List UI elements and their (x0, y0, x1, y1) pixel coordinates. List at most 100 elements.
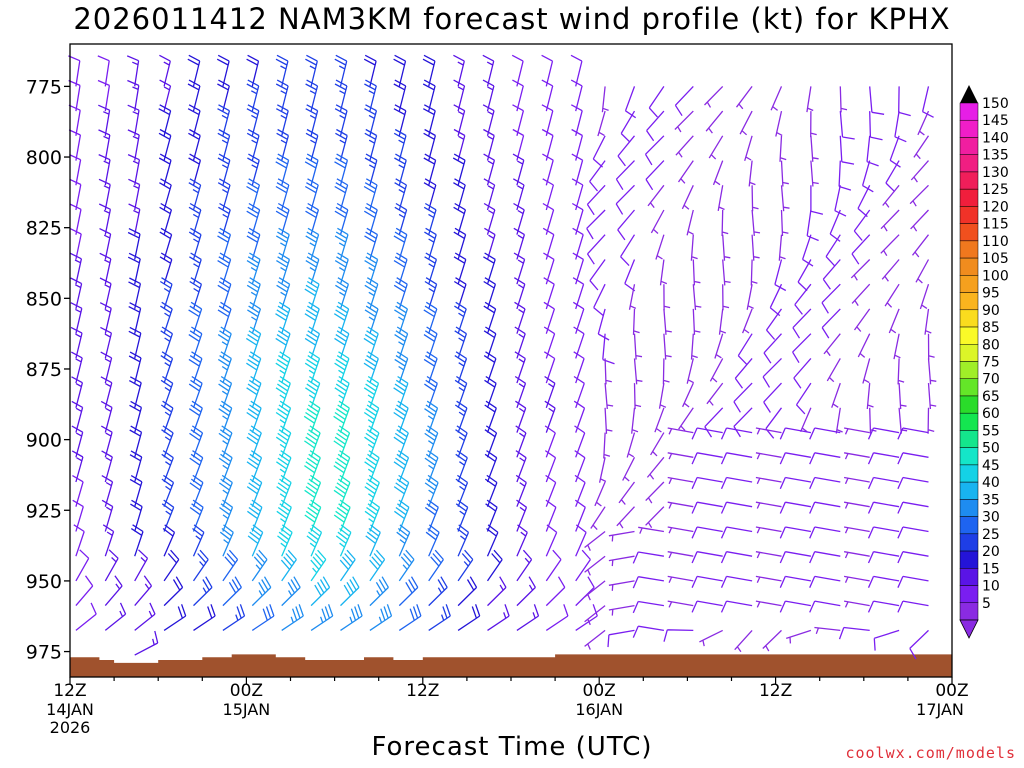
wind-barb (720, 526, 753, 539)
wind-barb (867, 427, 900, 440)
wind-barb (276, 128, 290, 161)
wind-barb-stroke (127, 129, 140, 161)
wind-barb-stroke (218, 202, 231, 235)
wind-barb (779, 551, 812, 564)
wind-barb-stroke (275, 375, 291, 409)
wind-barb (455, 450, 468, 483)
wind-barb-stroke (246, 202, 261, 235)
wind-barb (512, 178, 525, 211)
wind-barb-stroke (597, 308, 610, 341)
wind-barb (708, 135, 724, 160)
wind-barb-stroke (647, 184, 665, 208)
wind-barb-stroke (276, 252, 291, 285)
wind-barb-stroke (333, 301, 350, 334)
wind-barb (867, 526, 900, 539)
wind-barb (455, 499, 469, 532)
wind-barb (127, 79, 140, 112)
wind-barb-stroke (746, 284, 754, 310)
wind-barb-stroke (189, 425, 204, 458)
wind-barb (843, 551, 870, 559)
wind-barb-stroke (692, 308, 701, 335)
wind-barb (163, 604, 187, 631)
wind-barb-stroke (572, 301, 585, 334)
x-tick-year: 2026 (50, 718, 91, 737)
wind-barb (573, 326, 585, 359)
wind-barb (246, 375, 262, 409)
wind-barb (340, 604, 363, 631)
colorbar-swatch (959, 516, 979, 535)
wind-barb (628, 284, 637, 310)
wind-barb (126, 55, 140, 87)
wind-barb (192, 524, 205, 557)
wind-barb-stroke (335, 524, 352, 557)
wind-barb (333, 400, 350, 433)
wind-barb (161, 474, 175, 507)
wind-barb (880, 234, 900, 257)
wind-barb (75, 602, 97, 631)
wind-barb-stroke (645, 481, 665, 504)
wind-barb-stroke (615, 184, 635, 215)
wind-barb (810, 111, 817, 138)
wind-barb (188, 351, 203, 384)
wind-barb (425, 524, 440, 557)
wind-barb-stroke (453, 178, 466, 211)
wind-barb (648, 86, 665, 118)
wind-barb-stroke (779, 476, 812, 490)
wind-barb (369, 604, 393, 631)
wind-barb-stroke (305, 128, 319, 161)
wind-barb-stroke (222, 604, 246, 631)
wind-barb-stroke (806, 209, 819, 242)
wind-barb-stroke (867, 427, 900, 440)
wind-barb (247, 499, 263, 532)
wind-barb-stroke (667, 427, 694, 435)
wind-barb-stroke (663, 333, 672, 360)
wind-barb-stroke (572, 227, 584, 260)
wind-barb (275, 351, 291, 384)
wind-barb-stroke (276, 277, 291, 310)
wind-barb-stroke (104, 602, 127, 631)
wind-barb (779, 452, 812, 465)
wind-barb-stroke (850, 259, 871, 281)
wind-barb (545, 549, 562, 582)
wind-barb-stroke (885, 160, 900, 193)
wind-barb (246, 474, 263, 507)
wind-barb-stroke (604, 358, 612, 385)
wind-barb-stroke (620, 234, 636, 267)
wind-barb (246, 178, 261, 211)
wind-barb-stroke (455, 450, 468, 483)
wind-barb (422, 79, 436, 112)
wind-barb-stroke (69, 178, 82, 211)
wind-barb (884, 283, 900, 308)
wind-barb (188, 178, 202, 211)
wind-barb-stroke (364, 227, 379, 260)
wind-barb-stroke (393, 128, 407, 161)
colorbar-swatch (959, 119, 979, 138)
wind-barb (70, 326, 83, 359)
wind-barb-stroke (734, 629, 753, 653)
wind-barb-stroke (626, 432, 636, 458)
wind-barb (869, 111, 883, 141)
wind-barb-stroke (779, 575, 812, 588)
wind-barb-stroke (97, 79, 111, 112)
wind-barb-stroke (72, 475, 84, 507)
wind-barb (99, 302, 112, 334)
wind-barb (626, 432, 636, 458)
wind-barb-stroke (193, 604, 216, 631)
wind-barb-stroke (615, 160, 635, 191)
wind-barb-stroke (247, 153, 260, 186)
wind-barb (584, 530, 606, 551)
wind-barb (575, 549, 591, 582)
wind-barb (454, 301, 467, 334)
colorbar-label: 150 (982, 96, 1009, 112)
wind-barb (755, 452, 782, 460)
wind-barb-stroke (483, 202, 496, 235)
wind-barb (187, 79, 201, 112)
wind-barb-stroke (188, 375, 203, 409)
wind-barb (189, 277, 203, 310)
wind-barb (394, 326, 409, 359)
wind-barb (128, 277, 142, 310)
wind-barb-stroke (394, 351, 409, 384)
wind-barb-stroke (514, 375, 527, 409)
wind-barb-stroke (428, 549, 444, 582)
